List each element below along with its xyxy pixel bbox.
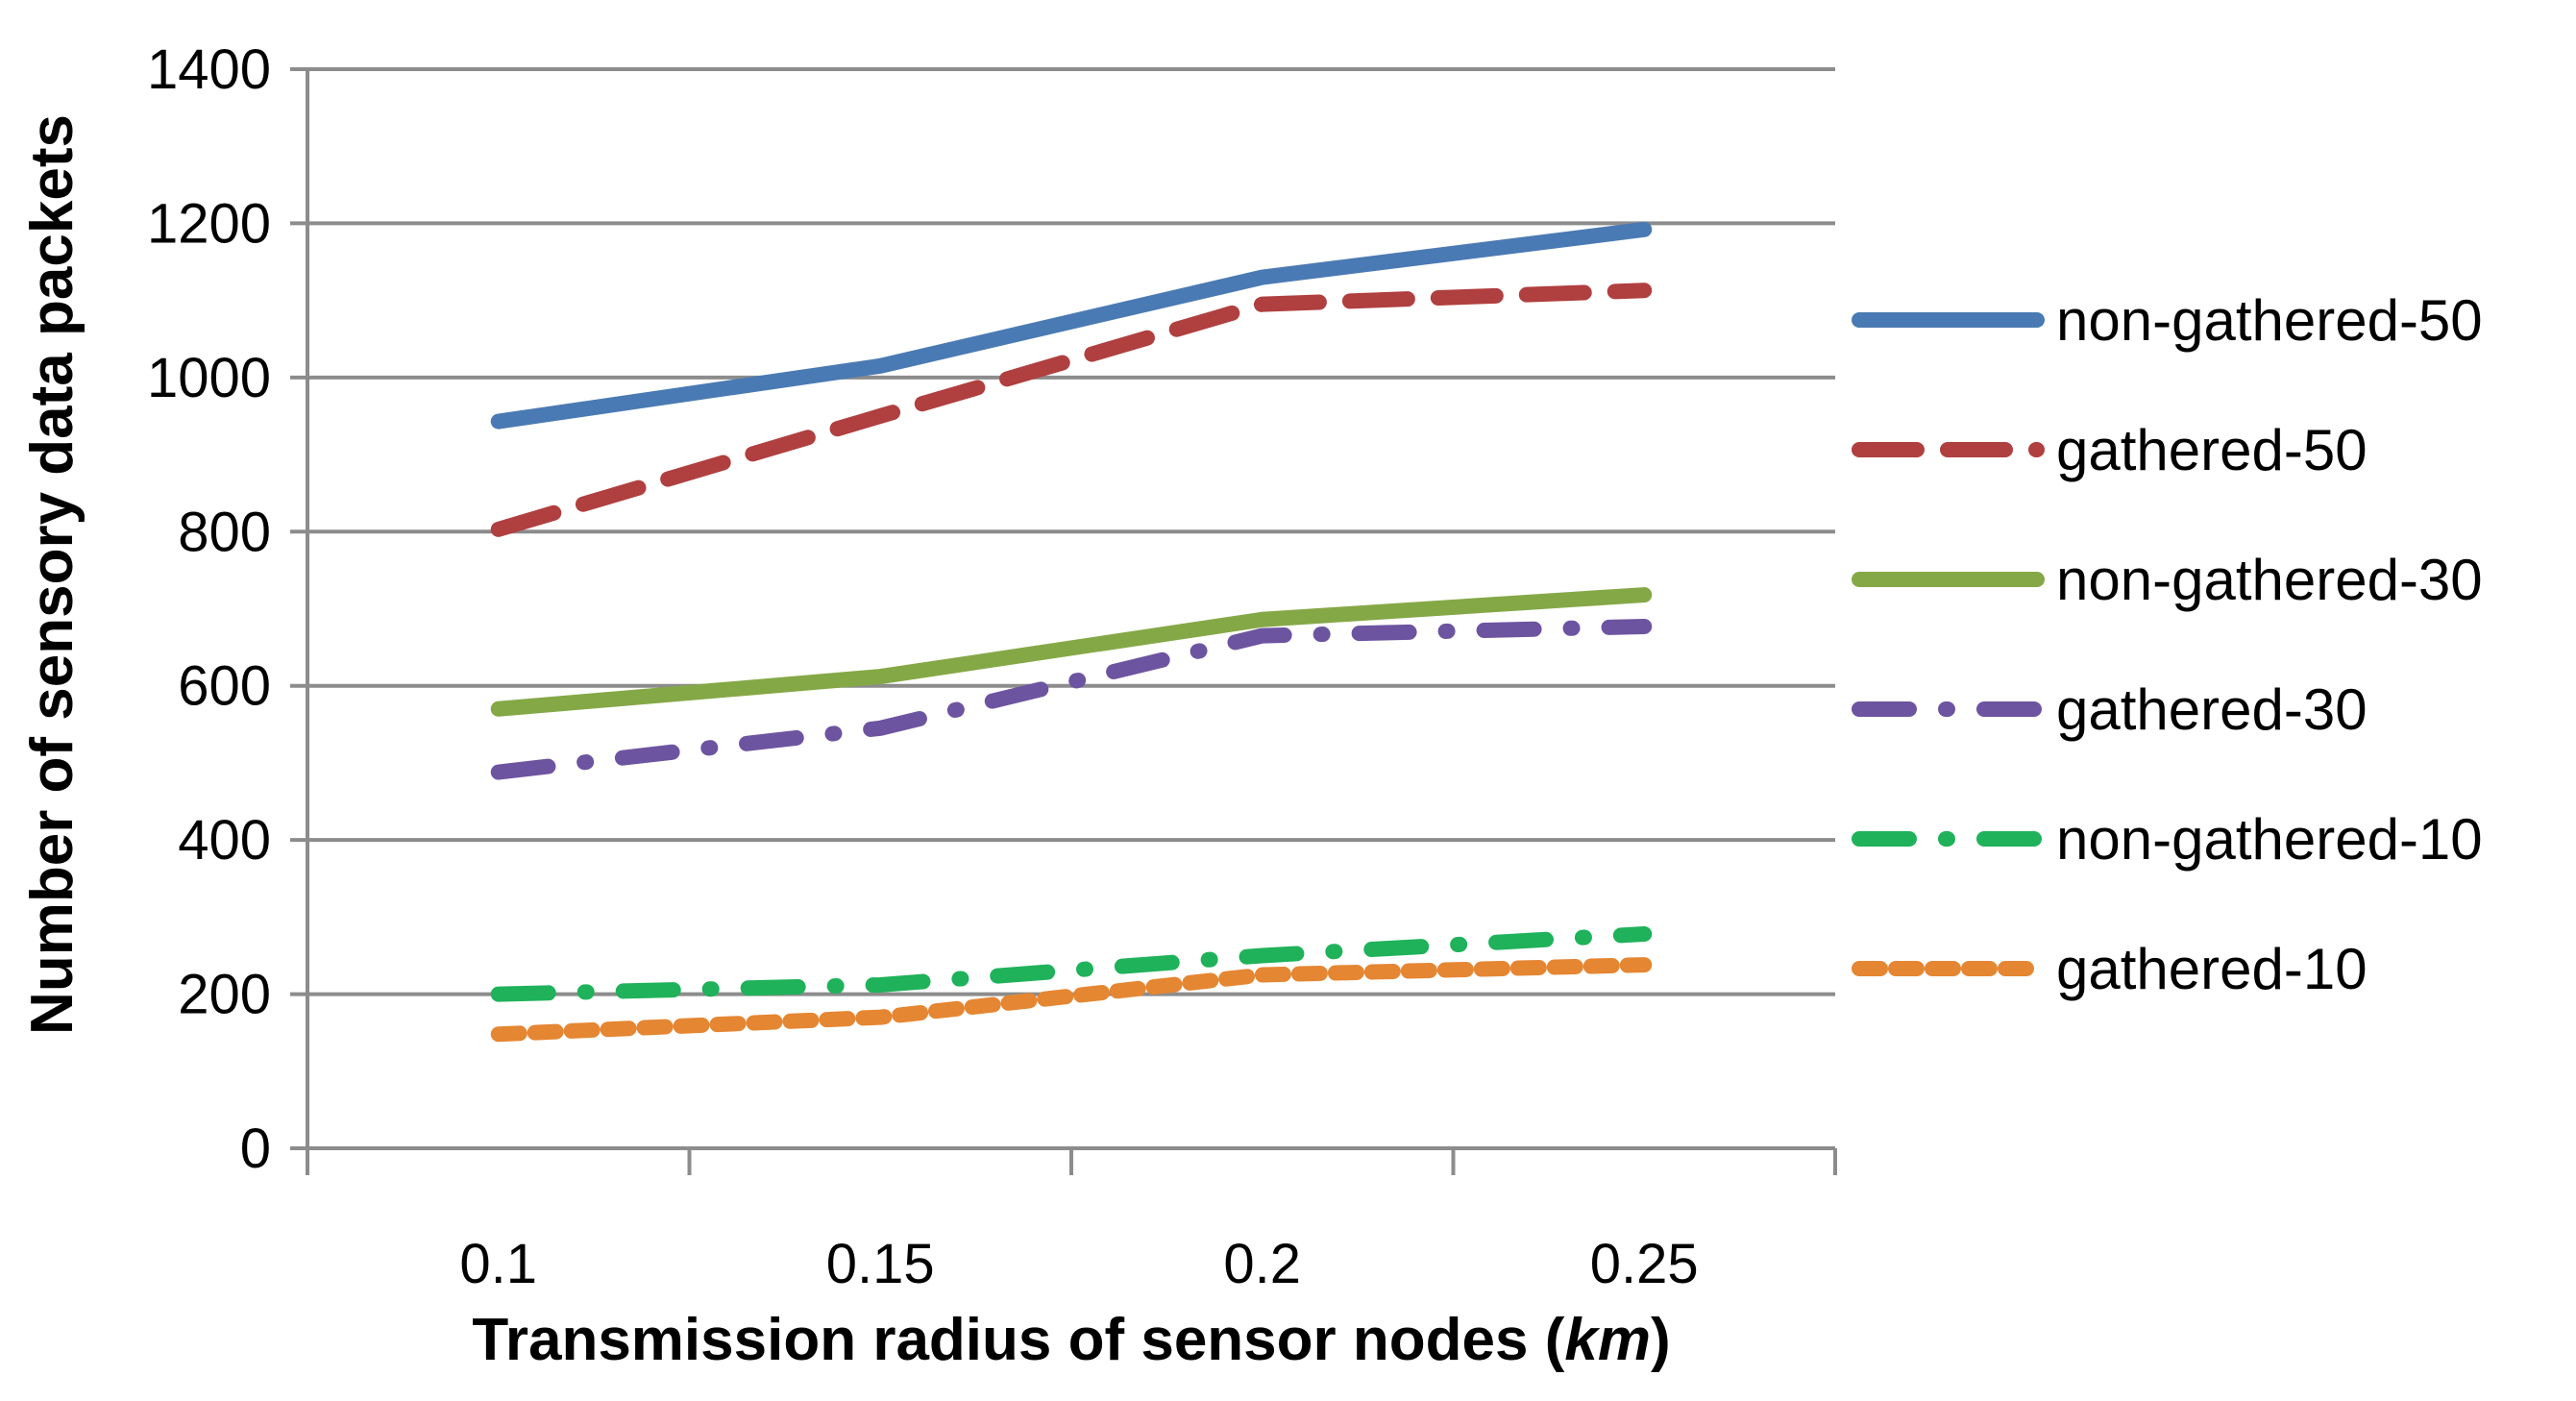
- x-tick-label-0.15: 0.15: [826, 1233, 935, 1295]
- x-axis-label: Transmission radius of sensor nodes (km): [472, 1307, 1670, 1373]
- axes: 0 200 400 600 800 1000 1200 1400 0.1 0.15 0.2 0.25: [147, 38, 1837, 1295]
- series-line-gathered-50: [490, 283, 1653, 537]
- legend-label-non-gathered-30: non-gathered-30: [2056, 548, 2483, 612]
- y-tick-label-200: 200: [178, 964, 271, 1026]
- x-axis-label-suffix: ): [1651, 1307, 1671, 1373]
- legend-label-non-gathered-10: non-gathered-10: [2056, 807, 2483, 872]
- x-axis-label-unit: km: [1564, 1307, 1651, 1373]
- legend-label-gathered-10: gathered-10: [2056, 937, 2367, 1001]
- series-line-non-gathered-10: [490, 926, 1653, 1002]
- series-line-gathered-30: [490, 618, 1653, 780]
- x-tick-label-0.1: 0.1: [459, 1233, 537, 1295]
- y-axis-label: Number of sensory data packets: [19, 114, 86, 1035]
- series-line-non-gathered-30: [490, 587, 1653, 717]
- series-line-non-gathered-50: [490, 221, 1653, 430]
- y-tick-label-800: 800: [178, 501, 271, 563]
- series-lines: [490, 221, 1653, 1043]
- x-tick-label-0.2: 0.2: [1223, 1233, 1301, 1295]
- y-tick-label-1200: 1200: [147, 192, 271, 255]
- legend-label-gathered-50: gathered-50: [2056, 418, 2367, 482]
- series-line-gathered-10: [490, 957, 1653, 1043]
- y-tick-label-0: 0: [240, 1118, 271, 1180]
- legend-label-gathered-30: gathered-30: [2056, 677, 2367, 742]
- x-tick-label-0.25: 0.25: [1590, 1233, 1699, 1295]
- y-tick-label-1000: 1000: [147, 347, 271, 409]
- x-axis-label-prefix: Transmission radius of sensor nodes (: [472, 1307, 1564, 1373]
- legend: non-gathered-50 gathered-50 non-gathered-3…: [1852, 288, 2483, 1001]
- legend-label-non-gathered-50: non-gathered-50: [2056, 288, 2483, 353]
- y-tick-label-1400: 1400: [147, 38, 271, 101]
- y-tick-label-400: 400: [178, 809, 271, 872]
- y-tick-label-600: 600: [178, 655, 271, 718]
